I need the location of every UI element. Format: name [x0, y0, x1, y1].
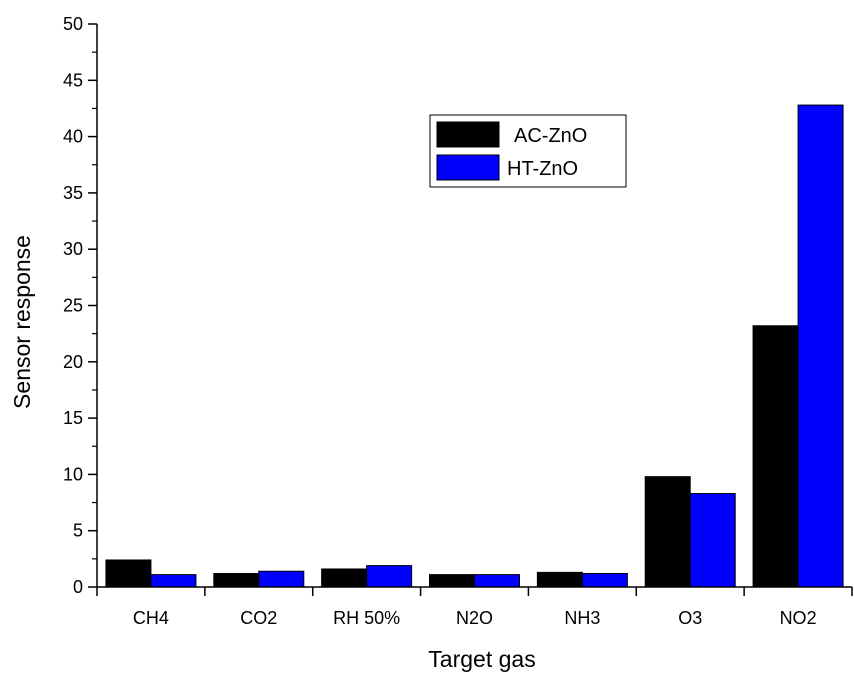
x-tick-label-5: O3 — [678, 608, 702, 628]
x-ticks-group: CH4 CO2 RH 50% N2O NH3 O3 NO2 — [96, 587, 853, 628]
x-axis-title: Target gas — [428, 646, 535, 672]
y-tick-label-45: 45 — [63, 70, 83, 90]
y-tick-label-40: 40 — [63, 127, 83, 147]
bar-ac-zno-0 — [105, 559, 152, 588]
y-tick-label-5: 5 — [73, 521, 83, 541]
legend: AC-ZnO HT-ZnO — [429, 114, 627, 188]
y-tick-label-30: 30 — [63, 239, 83, 259]
legend-label-ac-zno: AC-ZnO — [514, 125, 587, 147]
x-tick-label-3: N2O — [456, 608, 493, 628]
bar-ht-zno-0 — [150, 574, 197, 588]
y-ticks-group: 0 5 10 15 20 25 30 35 40 45 50 — [63, 14, 97, 597]
bar-ac-zno-5 — [644, 476, 691, 588]
bar-ht-zno-5 — [689, 493, 736, 588]
y-tick-label-20: 20 — [63, 352, 83, 372]
bar-ac-zno-6 — [752, 325, 799, 588]
legend-label-ht-zno: HT-ZnO — [507, 158, 578, 180]
x-tick-label-6: NO2 — [780, 608, 817, 628]
bar-ac-zno-4 — [536, 571, 583, 588]
bar-ht-zno-2 — [366, 565, 413, 588]
bar-ac-zno-2 — [321, 568, 368, 588]
y-tick-label-25: 25 — [63, 296, 83, 316]
bar-ht-zno-6 — [797, 104, 844, 588]
y-tick-label-10: 10 — [63, 464, 83, 484]
bar-ht-zno-4 — [581, 572, 628, 588]
bar-ac-zno-1 — [213, 572, 260, 588]
axes-group — [96, 24, 852, 588]
bar-ht-zno-1 — [258, 570, 305, 588]
legend-swatch-ac-zno — [436, 121, 500, 148]
x-tick-label-4: NH3 — [564, 608, 600, 628]
y-tick-label-0: 0 — [73, 577, 83, 597]
x-tick-label-2: RH 50% — [333, 608, 400, 628]
y-tick-label-50: 50 — [63, 14, 83, 34]
x-tick-label-1: CO2 — [240, 608, 277, 628]
legend-swatch-ht-zno — [436, 154, 500, 181]
bars-group — [105, 104, 844, 588]
y-axis-title: Sensor response — [9, 235, 35, 409]
y-tick-label-15: 15 — [63, 408, 83, 428]
y-tick-label-35: 35 — [63, 183, 83, 203]
x-tick-label-0: CH4 — [133, 608, 169, 628]
bar-ht-zno-3 — [474, 574, 520, 588]
bar-ac-zno-3 — [429, 574, 475, 588]
